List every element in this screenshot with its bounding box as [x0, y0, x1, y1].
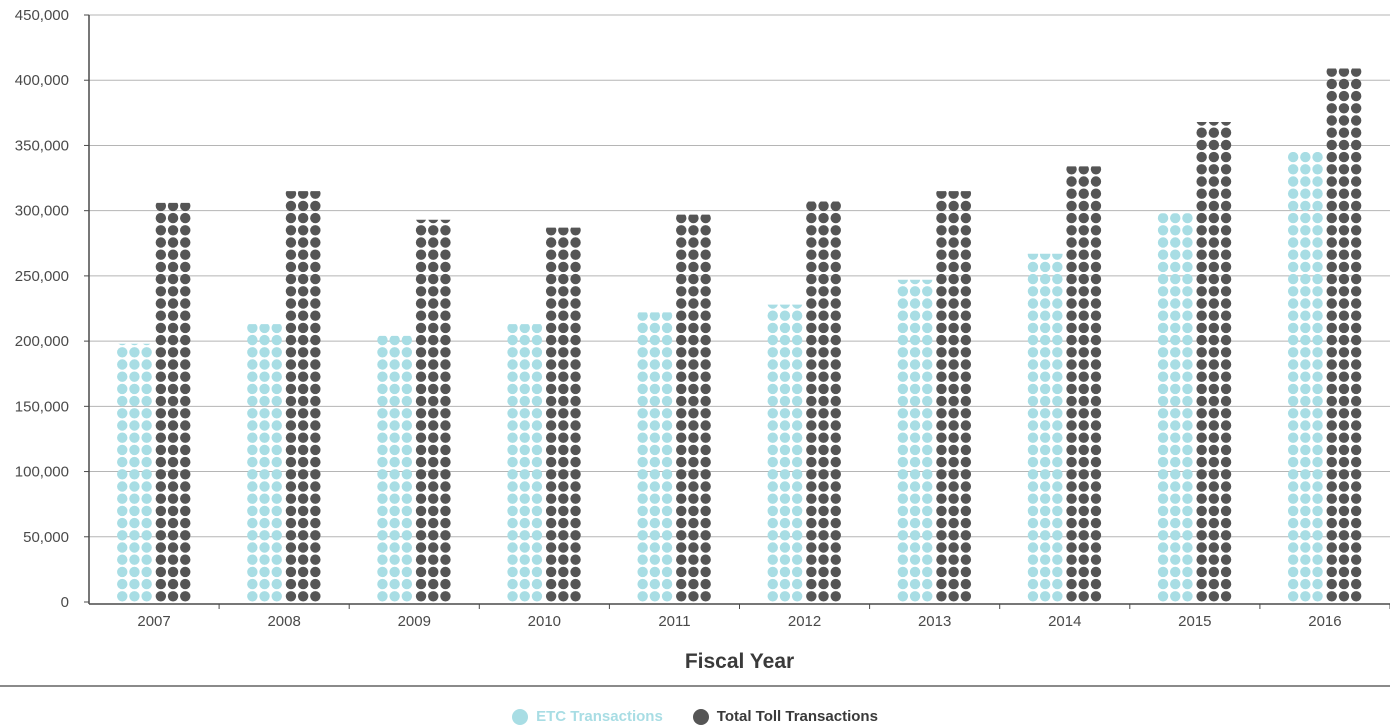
x-tick-label: 2007 [137, 613, 170, 630]
y-tick-label: 0 [61, 594, 69, 611]
bar-total-toll-transactions [1066, 166, 1102, 602]
legend-swatch-etc [512, 708, 529, 725]
x-tick-label: 2011 [658, 613, 690, 630]
x-tick-label: 2009 [398, 613, 431, 630]
chart-area: 0 50,000 100,000 150,000 200,000 250,000 300,0… [15, 7, 1390, 673]
x-axis-ticks: 2007 2008 2009 2010 2011 2012 2013 2014 2015 2016 [137, 604, 1390, 630]
y-tick-label: 150,000 [15, 398, 69, 415]
y-tick-label: 50,000 [23, 529, 69, 546]
legend: ETC Transactions Total Toll Transactions [0, 708, 1390, 725]
legend-label-total: Total Toll Transactions [716, 708, 878, 725]
bar-total-toll-transactions [155, 202, 191, 602]
bar-total-toll-transactions [545, 227, 581, 602]
x-axis-title: Fiscal Year [685, 650, 794, 673]
y-tick-label: 300,000 [15, 203, 69, 220]
bar-etc-transactions [1027, 253, 1063, 602]
legend-item-etc: ETC Transactions [512, 708, 663, 725]
bar-etc-transactions [897, 279, 933, 602]
x-tick-label: 2010 [528, 613, 561, 630]
bar-etc-transactions [377, 335, 413, 602]
legend-label-etc: ETC Transactions [536, 708, 663, 725]
x-tick-label: 2016 [1308, 613, 1341, 630]
bar-total-toll-transactions [806, 201, 841, 602]
x-tick-label: 2012 [788, 613, 821, 630]
x-tick-label: 2014 [1048, 613, 1081, 630]
y-tick-label: 350,000 [15, 137, 69, 154]
bar-total-toll-transactions [1196, 121, 1232, 602]
bar-etc-transactions [1157, 213, 1193, 602]
gridlines [89, 14, 1390, 538]
y-tick-label: 250,000 [15, 268, 69, 285]
x-tick-label: 2013 [918, 613, 951, 630]
y-tick-label: 400,000 [15, 72, 69, 89]
bar-total-toll-transactions [1326, 68, 1362, 602]
bar-total-toll-transactions [285, 191, 321, 602]
y-tick-label: 100,000 [15, 464, 69, 481]
bar-total-toll-transactions [415, 219, 451, 602]
bar-etc-transactions [637, 312, 673, 602]
bar-total-toll-transactions [676, 214, 711, 602]
y-tick-label: 200,000 [15, 333, 69, 350]
legend-item-total: Total Toll Transactions [692, 708, 878, 725]
bar-etc-transactions [1287, 151, 1323, 602]
bars [117, 68, 1362, 602]
x-tick-label: 2015 [1178, 613, 1211, 630]
bar-etc-transactions [767, 304, 803, 602]
bar-total-toll-transactions [936, 191, 972, 602]
y-tick-label: 450,000 [15, 7, 69, 24]
legend-swatch-total [692, 708, 709, 725]
bar-etc-transactions [117, 343, 152, 602]
bar-etc-transactions [507, 324, 543, 602]
bar-etc-transactions [247, 324, 282, 602]
y-axis-ticks: 0 50,000 100,000 150,000 200,000 250,000 300,0… [15, 7, 89, 611]
x-tick-label: 2008 [267, 613, 300, 630]
legend-divider [0, 685, 1390, 687]
